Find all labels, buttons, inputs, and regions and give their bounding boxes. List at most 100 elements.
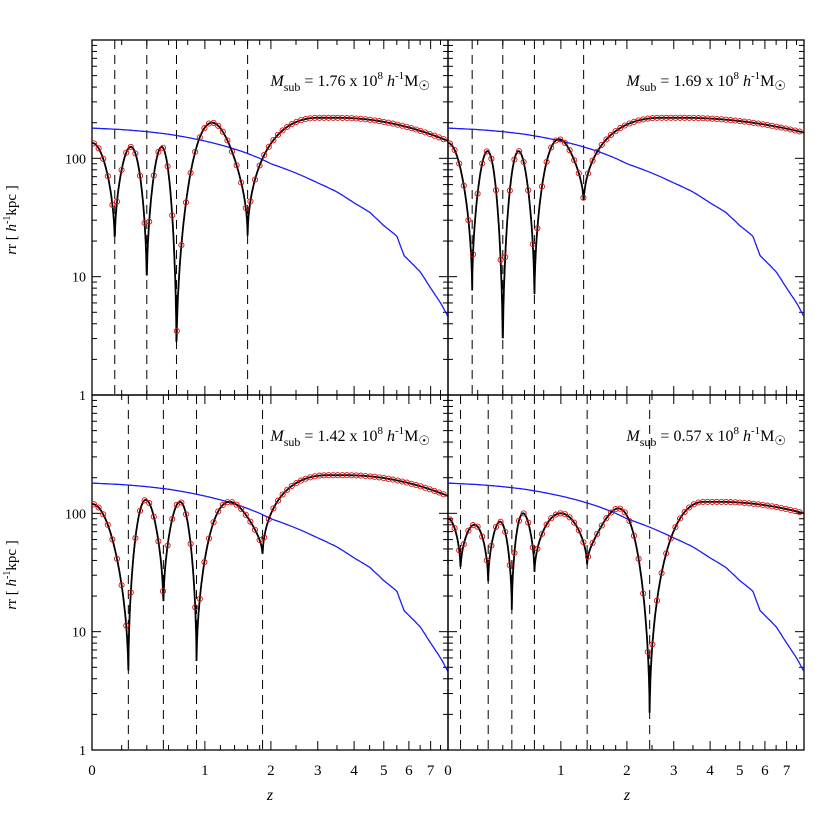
- orbit-sample-point: [146, 218, 153, 225]
- y-tick-label: 100: [65, 152, 86, 167]
- y-tick-label: 10: [72, 626, 86, 641]
- orbit-sample-point: [456, 547, 463, 554]
- orbit-sample-point: [580, 539, 587, 546]
- orbit-sample-point: [219, 128, 226, 135]
- panel-mass-label: Msub = 1.42 x 108 h-1M☉: [269, 425, 430, 449]
- orbit-sample-point: [704, 115, 711, 122]
- orbit-sample-point: [210, 119, 217, 126]
- orbit-sample-point: [506, 562, 513, 569]
- orbit-sample-point: [104, 173, 111, 180]
- orbit-sample-point: [755, 120, 762, 127]
- orbit-sample-point: [589, 157, 596, 164]
- orbit-sample-point: [127, 143, 134, 150]
- orbit-sample-point: [376, 118, 383, 125]
- orbit-sample-point: [440, 491, 447, 498]
- plot-area: [92, 395, 448, 750]
- ylabel-r: r: [4, 249, 20, 255]
- orbit-sample-point: [311, 473, 318, 480]
- orbit-sample-point: [247, 198, 254, 205]
- panel-bottom-right: 0 1 2 3 4 5 6 7 Msub = 0.57 x 108 h-1M☉: [444, 394, 805, 779]
- orbit-sample-point: [118, 166, 125, 174]
- orbit-sample-point: [538, 183, 546, 190]
- orbit-sample-point: [343, 472, 351, 479]
- orbit-sample-point: [718, 116, 725, 123]
- orbit-sample-point: [575, 527, 582, 534]
- orbit-sample-point: [164, 163, 171, 170]
- orbit-sample-point: [584, 553, 592, 560]
- orbit-sample-point: [667, 535, 674, 542]
- orbit-sample-point: [695, 499, 702, 506]
- orbit-sample-point: [334, 114, 341, 121]
- x-tick-label: 1: [557, 763, 565, 779]
- y-tick-label: 100: [65, 507, 86, 522]
- orbit-sample-point: [448, 516, 454, 523]
- x-tick-label: 4: [350, 763, 358, 779]
- orbit-sample-point: [617, 125, 624, 132]
- orbit-sample-point: [469, 251, 477, 258]
- orbit-sample-point: [366, 116, 374, 123]
- orbit-sample-point: [644, 115, 651, 122]
- orbit-sample-point: [575, 170, 582, 177]
- orbit-sample-point: [796, 128, 803, 135]
- orbit-sample-point: [228, 499, 236, 506]
- orbit-sample-point: [334, 472, 341, 479]
- orbit-sample-point: [210, 519, 217, 526]
- x-tick-label: 6: [405, 763, 413, 779]
- orbit-sample-point: [690, 114, 697, 121]
- orbit-sample-point: [741, 499, 748, 506]
- host-virial-radius-line: [448, 482, 804, 672]
- orbit-sample-point: [672, 114, 679, 121]
- orbit-sample-point: [362, 116, 369, 123]
- orbit-sample-point: [483, 148, 490, 155]
- orbit-sample-point: [755, 501, 762, 508]
- svg-text:rr [ h-1kpc ]: rr [ h-1kpc ]: [2, 540, 20, 610]
- x-tick-label: 3: [314, 763, 322, 779]
- orbit-sample-point: [279, 127, 286, 134]
- orbit-sample-point: [520, 158, 527, 165]
- orbit-sample-point: [205, 120, 213, 127]
- orbit-sample-point: [571, 519, 578, 526]
- orbit-sample-point: [251, 176, 259, 183]
- orbit-sample-point: [773, 504, 780, 511]
- subhalo-orbit-line: [448, 501, 804, 713]
- orbit-sample-point: [759, 121, 766, 128]
- orbit-sample-point: [621, 509, 628, 516]
- orbit-sample-point: [293, 479, 300, 487]
- orbit-sample-point: [362, 472, 369, 480]
- orbit-sample-point: [238, 179, 245, 186]
- orbit-sample-point: [736, 499, 743, 506]
- y-axis-label-top: rr [ h-1kpc ]: [2, 185, 20, 255]
- orbit-sample-point: [640, 590, 647, 597]
- host-virial-radius-line: [92, 482, 448, 672]
- ylabel-main: r [: [4, 586, 20, 604]
- orbit-sample-point: [488, 542, 495, 549]
- y-tick-label: 10: [72, 271, 86, 286]
- orbit-sample-point: [460, 541, 467, 548]
- orbit-sample-point: [448, 140, 454, 147]
- subhalo-orbit-line: [448, 116, 804, 339]
- orbit-sample-point: [658, 114, 665, 121]
- orbit-sample-point: [704, 498, 711, 505]
- orbit-sample-point: [316, 472, 323, 479]
- orbit-sample-point: [548, 515, 555, 522]
- orbit-sample-point: [136, 507, 144, 514]
- orbit-sample-point: [732, 117, 739, 124]
- panel-mass-label: Msub = 1.76 x 108 h-1M☉: [269, 70, 430, 94]
- orbit-sample-point: [274, 131, 282, 138]
- orbit-sample-point: [371, 473, 378, 480]
- orbit-sample-point: [348, 115, 355, 122]
- plot-area: [448, 395, 804, 750]
- orbit-sample-point: [773, 123, 780, 130]
- orbit-sample-point: [348, 472, 355, 479]
- orbit-sample-point: [159, 588, 167, 595]
- x-tick-label: 1: [201, 763, 209, 779]
- orbit-sample-point: [580, 194, 587, 201]
- orbit-sample-point: [511, 549, 518, 556]
- orbit-sample-point: [745, 500, 753, 507]
- orbit-sample-point: [173, 327, 180, 335]
- orbit-sample-point: [132, 534, 139, 542]
- ylabel-h: h: [4, 224, 20, 232]
- orbit-sample-point: [768, 503, 776, 510]
- orbit-sample-point: [709, 498, 716, 505]
